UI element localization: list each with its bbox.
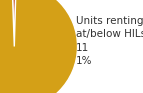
- Text: Units renting
at/below HILs
11
1%: Units renting at/below HILs 11 1%: [76, 16, 143, 66]
- Wedge shape: [0, 0, 78, 93]
- Wedge shape: [12, 0, 16, 46]
